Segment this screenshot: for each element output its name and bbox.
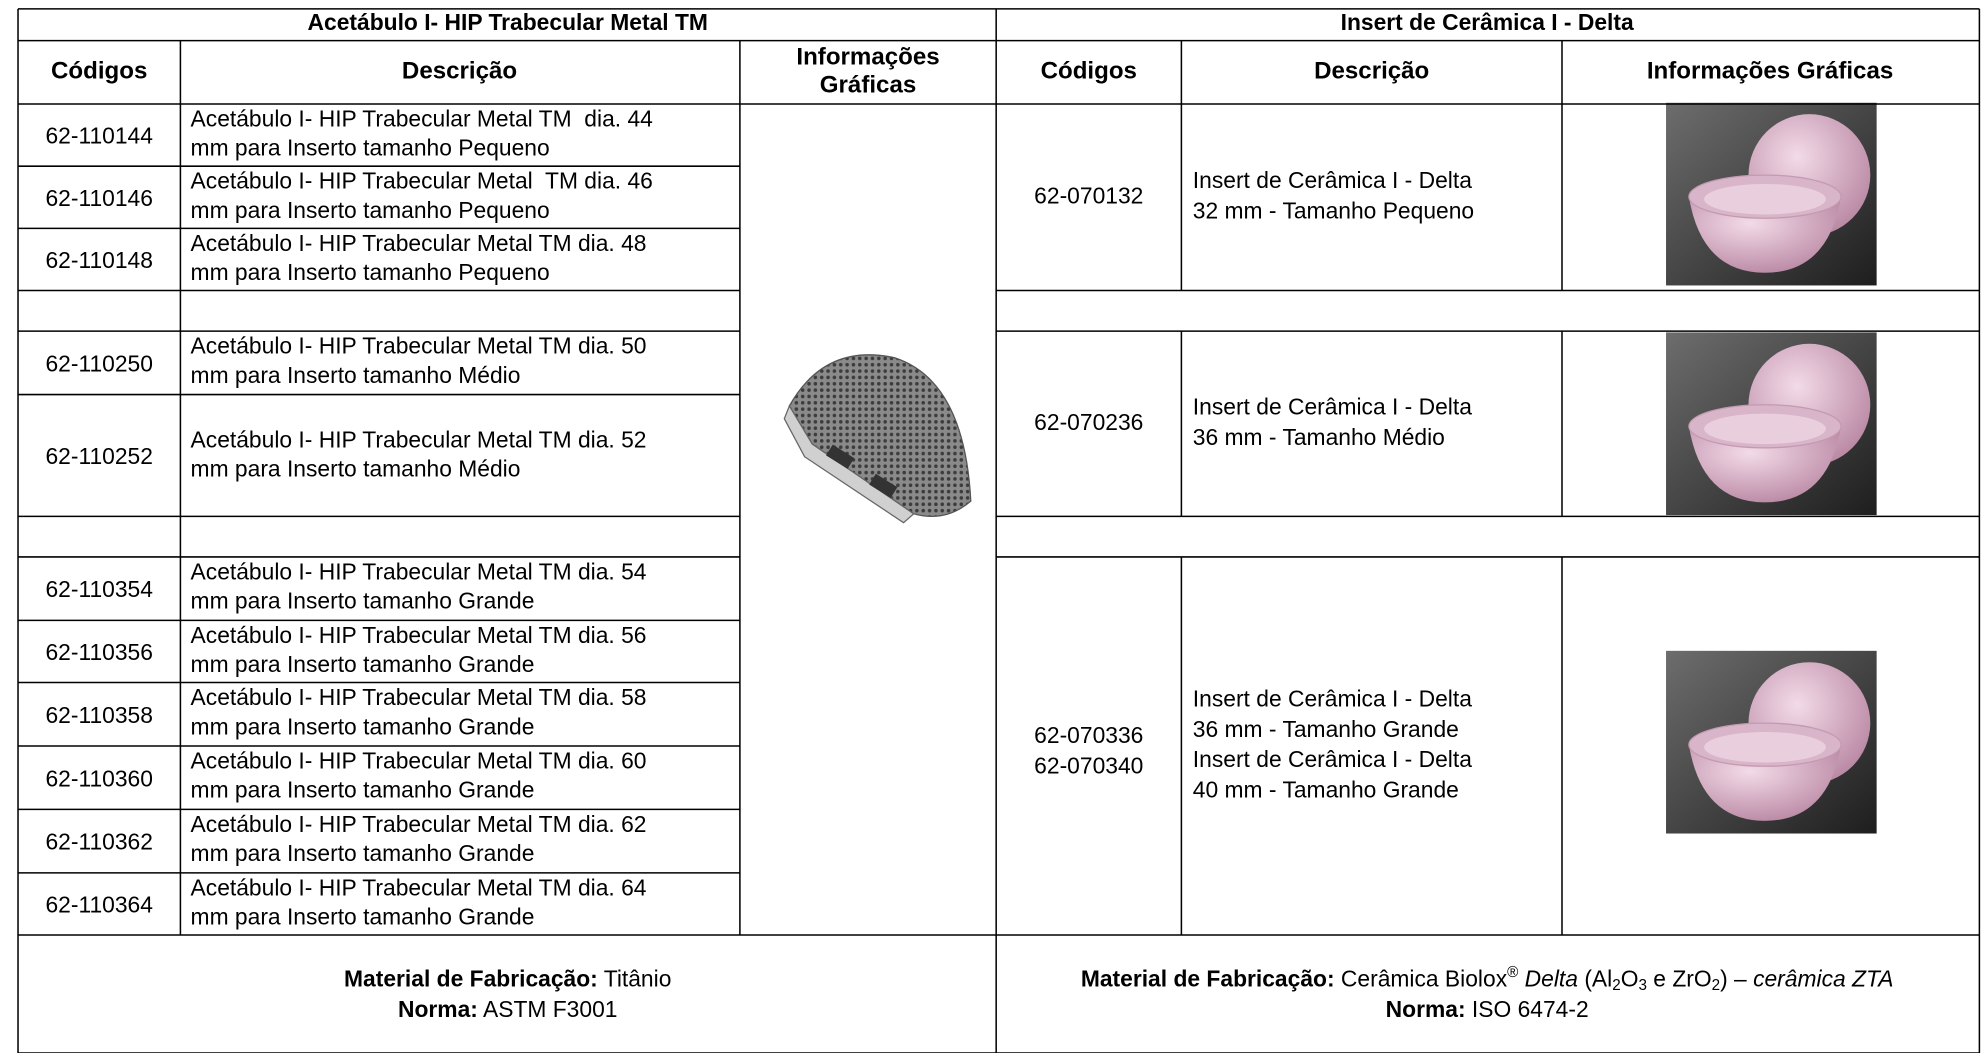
product-description: mm para Inserto tamanho Grande xyxy=(191,840,535,866)
product-description: mm para Inserto tamanho Grande xyxy=(191,777,535,803)
norm-value: ISO 6474-2 xyxy=(1466,996,1589,1022)
product-description: Acetábulo I- HIP Trabecular Metal TM dia… xyxy=(191,748,647,774)
material-part: ® xyxy=(1507,964,1518,981)
product-code: 62-110360 xyxy=(45,765,152,791)
product-description: Acetábulo I- HIP Trabecular Metal TM dia… xyxy=(191,622,647,648)
product-description: mm para Inserto tamanho Grande xyxy=(191,588,535,614)
product-description: mm para Inserto tamanho Médio xyxy=(191,362,521,388)
column-header: Informações xyxy=(796,44,939,71)
section-title: Insert de Cerâmica I - Delta xyxy=(1341,9,1634,35)
norm-line: Norma: ASTM F3001 xyxy=(398,996,617,1022)
acetabulum-image xyxy=(783,354,972,524)
product-description: Insert de Cerâmica I - Delta xyxy=(1193,167,1472,193)
product-description: mm para Inserto tamanho Médio xyxy=(191,456,521,482)
product-description: mm para Inserto tamanho Pequeno xyxy=(191,259,550,285)
product-description: Acetábulo I- HIP Trabecular Metal TM dia… xyxy=(191,874,647,900)
bowl-inner xyxy=(1704,183,1826,215)
product-code: 62-070336 xyxy=(1034,722,1143,748)
material-part: cerâmica ZTA xyxy=(1753,966,1893,992)
material-part: Cerâmica Biolox xyxy=(1335,966,1508,992)
product-description: mm para Inserto tamanho Grande xyxy=(191,651,535,677)
product-description: mm para Inserto tamanho Grande xyxy=(191,713,535,739)
product-description: mm para Inserto tamanho Pequeno xyxy=(191,197,550,223)
material-part: O xyxy=(1621,966,1639,992)
norm-line: Norma: ISO 6474-2 xyxy=(1386,996,1589,1022)
material-part: ) – xyxy=(1720,966,1753,992)
product-description: Insert de Cerâmica I - Delta xyxy=(1193,685,1472,711)
product-code: 62-110252 xyxy=(45,443,152,469)
product-description: Insert de Cerâmica I - Delta xyxy=(1193,746,1472,772)
product-description: 32 mm - Tamanho Pequeno xyxy=(1193,198,1474,224)
column-header: Gráficas xyxy=(820,72,916,99)
product-description: mm para Inserto tamanho Grande xyxy=(191,904,535,930)
ceramic-images xyxy=(1666,102,1877,834)
bowl-inner xyxy=(1704,413,1826,445)
norm-value: ASTM F3001 xyxy=(478,996,618,1022)
product-description: Acetábulo I- HIP Trabecular Metal TM dia… xyxy=(191,333,647,359)
product-code: 62-110358 xyxy=(45,702,152,728)
product-description: Acetábulo I- HIP Trabecular Metal TM dia… xyxy=(191,106,654,132)
material-value: Titânio xyxy=(598,966,672,992)
norm-label: Norma: xyxy=(1386,996,1466,1022)
material-line: Material de Fabricação: Cerâmica Biolox®… xyxy=(1081,964,1894,994)
product-code: 62-110362 xyxy=(45,829,152,855)
product-description: Acetábulo I- HIP Trabecular Metal TM dia… xyxy=(191,230,647,256)
column-header: Descrição xyxy=(1314,58,1429,85)
product-description: Acetábulo I- HIP Trabecular Metal TM dia… xyxy=(191,811,647,837)
material-part: e ZrO xyxy=(1647,966,1712,992)
section-title: Acetábulo I- HIP Trabecular Metal TM xyxy=(308,9,708,35)
product-code: 62-110364 xyxy=(45,891,153,917)
column-header: Códigos xyxy=(1041,58,1137,85)
product-description: Acetábulo I- HIP Trabecular Metal TM dia… xyxy=(191,427,647,453)
product-description: Acetábulo I- HIP Trabecular Metal TM dia… xyxy=(191,168,653,194)
product-code: 62-110146 xyxy=(45,185,152,211)
product-description: 40 mm - Tamanho Grande xyxy=(1193,777,1459,803)
product-description: mm para Inserto tamanho Pequeno xyxy=(191,135,550,161)
product-description: Acetábulo I- HIP Trabecular Metal TM dia… xyxy=(191,684,647,710)
material-part: 2 xyxy=(1712,977,1720,994)
product-code: 62-110148 xyxy=(45,247,152,273)
product-description: 36 mm - Tamanho Grande xyxy=(1193,716,1459,742)
product-code: 62-070340 xyxy=(1034,753,1143,779)
product-code: 62-070236 xyxy=(1034,409,1143,435)
product-description: 36 mm - Tamanho Médio xyxy=(1193,424,1445,450)
product-code: 62-110144 xyxy=(45,123,153,149)
product-code: 62-110354 xyxy=(45,576,153,602)
material-label: Material de Fabricação: xyxy=(1081,966,1335,992)
bowl-inner xyxy=(1704,732,1826,763)
product-code: 62-110250 xyxy=(45,350,152,376)
column-header: Descrição xyxy=(402,58,517,85)
product-code: 62-070132 xyxy=(1034,182,1143,208)
material-line: Material de Fabricação: Titânio xyxy=(344,966,671,992)
product-description: Acetábulo I- HIP Trabecular Metal TM dia… xyxy=(191,558,647,584)
material-part: Delta xyxy=(1518,966,1578,992)
material-part: 2 xyxy=(1612,977,1620,994)
column-header: Códigos xyxy=(51,58,147,85)
material-label: Material de Fabricação: xyxy=(344,966,598,992)
norm-label: Norma: xyxy=(398,996,478,1022)
material-part: 3 xyxy=(1638,977,1646,994)
product-description: Insert de Cerâmica I - Delta xyxy=(1193,394,1472,420)
product-code: 62-110356 xyxy=(45,639,152,665)
column-header: Informações Gráficas xyxy=(1647,58,1893,85)
material-part: (Al xyxy=(1578,966,1612,992)
